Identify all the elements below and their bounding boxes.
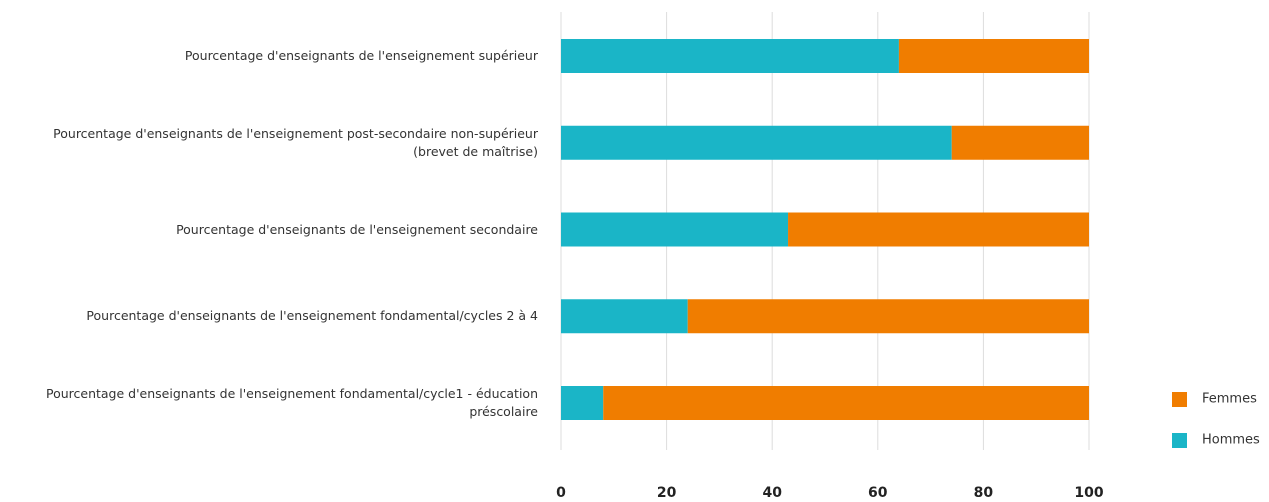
- bar: [561, 125, 952, 160]
- bar: [687, 299, 1089, 334]
- bar: [561, 39, 899, 73]
- category-label: Pourcentage d'enseignants de l'enseignem…: [45, 386, 538, 419]
- bar: [561, 386, 604, 420]
- x-tick-label: 0: [556, 485, 566, 501]
- legend-swatch: [1172, 433, 1187, 448]
- bar: [951, 125, 1089, 160]
- category-label: Pourcentage d'enseignants de l'enseignem…: [53, 125, 538, 159]
- legend-label: Femmes: [1202, 392, 1257, 407]
- bar: [898, 39, 1089, 73]
- x-tick-label: 40: [762, 485, 782, 501]
- x-tick-label: 80: [974, 485, 994, 501]
- bar: [561, 299, 688, 334]
- x-tick-label: 20: [657, 485, 677, 501]
- x-tick-label: 60: [868, 485, 888, 501]
- bar: [788, 212, 1089, 247]
- bar: [561, 212, 789, 247]
- category-label: Pourcentage d'enseignants de l'enseignem…: [184, 48, 538, 63]
- legend-swatch: [1172, 392, 1187, 407]
- x-tick-label: 100: [1074, 485, 1103, 501]
- bar: [603, 386, 1089, 420]
- category-label: Pourcentage d'enseignants de l'enseignem…: [86, 308, 538, 324]
- category-label: Pourcentage d'enseignants de l'enseignem…: [176, 221, 538, 237]
- legend-label: Hommes: [1202, 433, 1260, 448]
